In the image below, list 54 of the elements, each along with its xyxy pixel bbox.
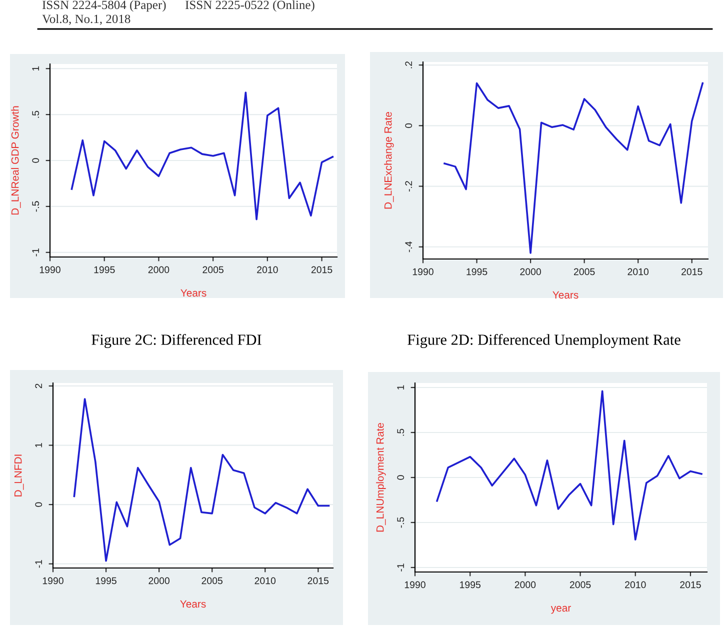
y-tick-label: .5 [32, 110, 40, 118]
x-tick-label: 2005 [202, 266, 224, 274]
y-tick-label: -1 [32, 248, 39, 256]
x-tick-label: 2010 [254, 577, 276, 584]
y-tick-label: -.5 [397, 517, 404, 528]
text: ISSN 2224-5804 (Paper) ISSN 2225-0522 (Online) [42, 0, 314, 12]
chart-title: Figure 2C: Differenced FDI [92, 334, 262, 348]
y-tick-label: -1 [35, 560, 42, 568]
x-tick-label: 1995 [94, 266, 115, 274]
y-tick-label: 1 [35, 443, 42, 448]
x-tick-label: 1990 [42, 577, 64, 584]
x-tick-label: 2005 [574, 268, 595, 276]
y-tick-label: .5 [397, 428, 404, 436]
x-tick-label: 2005 [570, 581, 591, 588]
x-tick-label: 2000 [148, 266, 170, 274]
x-tick-label: 2000 [514, 581, 536, 588]
x-tick-label: 2005 [202, 577, 222, 584]
y-axis-title: D_LNExchange Rate [384, 112, 394, 209]
y-tick-label: 1 [32, 66, 39, 71]
y-tick-label: 0 [32, 158, 40, 163]
x-tick-label: 1990 [412, 268, 434, 276]
x-tick-label: 2015 [680, 581, 701, 588]
x-axis-title: Years [552, 291, 578, 299]
y-axis-title: D_LNUmployment Rate [376, 422, 386, 532]
x-tick-label: 2010 [257, 266, 278, 274]
x-tick-label: 2015 [682, 268, 702, 276]
x-axis-title: Years [180, 289, 206, 297]
y-axis-title: D_LNFDI [14, 454, 24, 496]
y-tick-label: -1 [397, 564, 404, 572]
y-tick-label: 0 [405, 123, 412, 128]
x-tick-label: 1995 [96, 577, 116, 584]
x-tick-label: 2010 [628, 268, 649, 276]
x-tick-label: 2000 [148, 577, 170, 584]
chart-title: Figure 2D: Differenced Unemployment Rate [408, 334, 680, 348]
y-tick-label: 2 [35, 384, 42, 388]
y-tick-label: 1 [397, 385, 404, 390]
x-tick-label: 2000 [520, 268, 541, 276]
text: Vol.8, No.1, 2018 [42, 14, 130, 25]
y-tick-label: -.4 [405, 241, 412, 252]
x-tick-label: 1995 [460, 581, 480, 588]
x-tick-label: 1995 [466, 268, 488, 276]
y-tick-label: 0 [397, 475, 404, 480]
y-tick-label: 0 [35, 502, 42, 507]
x-tick-label: 2010 [625, 581, 646, 588]
y-tick-label: -.2 [405, 181, 412, 192]
x-tick-label: 2015 [308, 577, 329, 584]
x-tick-label: 1990 [404, 581, 426, 588]
y-axis-title: D_LNReal GDP Growth [11, 106, 21, 215]
x-axis-title: year [550, 606, 571, 614]
x-tick-label: 2015 [311, 266, 332, 274]
x-axis-title: Years [180, 600, 206, 608]
y-tick-label: .2 [405, 61, 412, 68]
y-tick-label: -.5 [32, 201, 40, 212]
x-tick-label: 1990 [40, 266, 60, 274]
